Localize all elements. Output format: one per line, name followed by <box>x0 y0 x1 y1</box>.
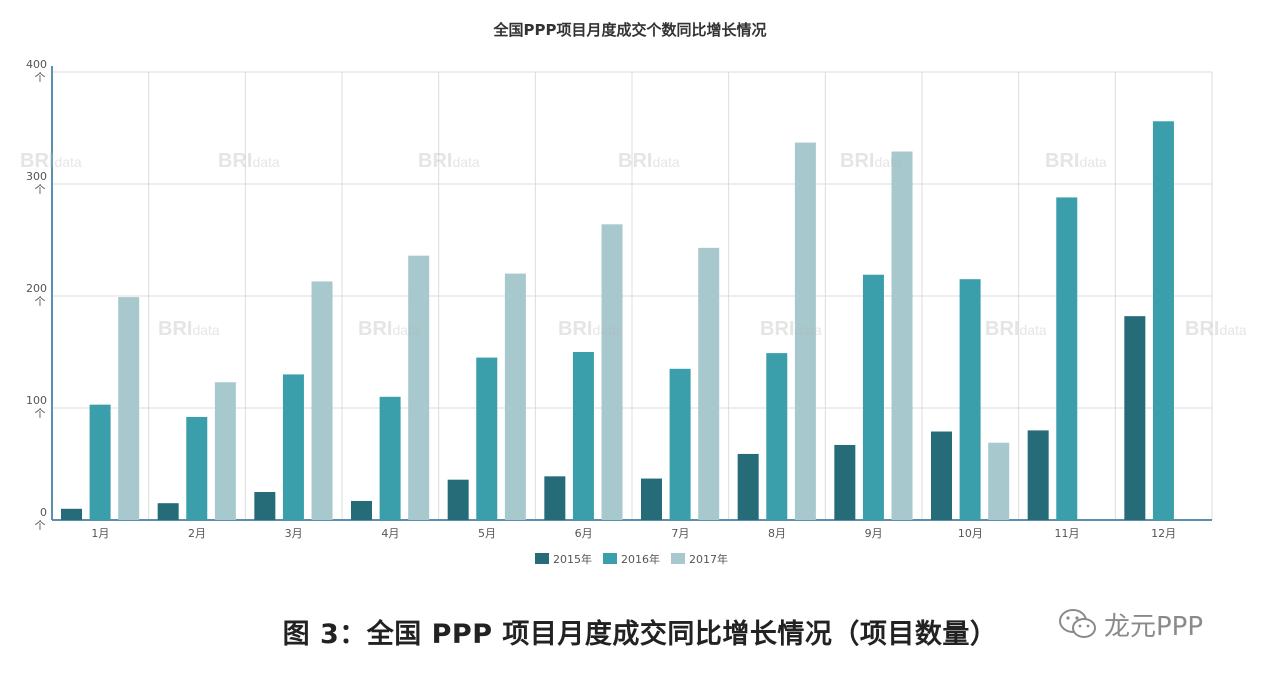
x-tick-label: 4月 <box>381 527 399 540</box>
bar-2016年-10月 <box>959 279 981 520</box>
bar-2015年-10月 <box>931 431 952 520</box>
y-tick-marker: 个 <box>35 183 46 196</box>
x-tick-label: 11月 <box>1055 527 1080 540</box>
bar-2017年-9月 <box>891 151 913 520</box>
legend-label: 2016年 <box>621 552 660 566</box>
y-tick-label: 100 <box>26 394 47 407</box>
bar-2015年-9月 <box>834 444 856 520</box>
bar-2015年-6月 <box>544 476 566 520</box>
x-tick-label: 3月 <box>285 527 303 540</box>
bar-2016年-6月 <box>572 352 594 520</box>
y-tick-label: 0 <box>40 506 47 519</box>
bar-2015年-3月 <box>254 492 276 520</box>
legend-swatch <box>535 553 549 564</box>
x-tick-label: 7月 <box>671 527 689 540</box>
bar-2017年-4月 <box>408 255 430 520</box>
x-axis-ticks: 1月 2月 3月 4月 5月 6月 7月 8月 9月 10月 11月 12月 <box>91 527 1176 540</box>
y-tick-marker: 个 <box>35 407 46 420</box>
bar-2015年-1月 <box>61 508 82 520</box>
bar-2015年-8月 <box>737 453 759 520</box>
bar-2015年-11月 <box>1027 430 1049 520</box>
bar-2016年-1月 <box>89 404 111 520</box>
bar-2017年-3月 <box>311 281 333 520</box>
x-tick-label: 9月 <box>865 527 883 540</box>
wechat-icon <box>1059 609 1096 638</box>
figure-caption: 图 3：全国 PPP 项目月度成交同比增长情况（项目数量） <box>282 619 998 650</box>
bar-2016年-4月 <box>379 396 401 520</box>
bar-2017年-7月 <box>698 247 720 520</box>
bar-2015年-5月 <box>447 479 469 520</box>
bar-2016年-7月 <box>669 368 691 520</box>
y-tick-marker: 个 <box>35 295 46 308</box>
bar-2017年-8月 <box>794 142 816 520</box>
x-tick-label: 6月 <box>575 527 593 540</box>
bar-2016年-3月 <box>282 374 304 520</box>
bar-2017年-5月 <box>504 273 526 520</box>
legend-swatch <box>603 553 617 564</box>
brand: 龙元PPP <box>1058 604 1203 644</box>
x-tick-label: 2月 <box>188 527 206 540</box>
x-tick-label: 8月 <box>768 527 786 540</box>
grid <box>51 66 1213 521</box>
legend-swatch <box>671 553 685 564</box>
bars <box>61 121 1174 520</box>
bar-2015年-4月 <box>351 500 372 520</box>
y-tick-marker: 个 <box>35 519 46 532</box>
bar-2016年-12月 <box>1152 121 1174 520</box>
y-tick-label: 400 <box>26 58 47 71</box>
bar-2016年-2月 <box>186 416 208 520</box>
bar-2016年-11月 <box>1056 197 1078 520</box>
bar-2016年-9月 <box>862 274 884 520</box>
bar-2016年-8月 <box>766 353 788 520</box>
bar-2017年-10月 <box>988 442 1010 520</box>
x-tick-label: 10月 <box>958 527 983 540</box>
y-tick-marker: 个 <box>35 71 46 84</box>
legend-label: 2017年 <box>689 552 728 566</box>
bar-2016年-5月 <box>476 357 498 520</box>
x-tick-label: 1月 <box>91 527 109 540</box>
y-tick-label: 300 <box>26 170 47 183</box>
brand-name: 龙元PPP <box>1104 611 1204 642</box>
y-tick-label: 200 <box>26 282 47 295</box>
bar-2017年-6月 <box>601 224 623 520</box>
legend-label: 2015年 <box>553 552 592 566</box>
legend: 2015年 2016年 2017年 <box>535 552 728 566</box>
bar-2017年-2月 <box>214 382 236 520</box>
bar-2015年-7月 <box>641 478 662 520</box>
bar-2015年-12月 <box>1124 316 1146 520</box>
chart-title: 全国PPP项目月度成交个数同比增长情况 <box>493 21 767 39</box>
x-tick-label: 5月 <box>478 527 496 540</box>
x-tick-label: 12月 <box>1151 527 1176 540</box>
bar-2015年-2月 <box>157 503 179 520</box>
bar-2017年-1月 <box>118 297 140 520</box>
